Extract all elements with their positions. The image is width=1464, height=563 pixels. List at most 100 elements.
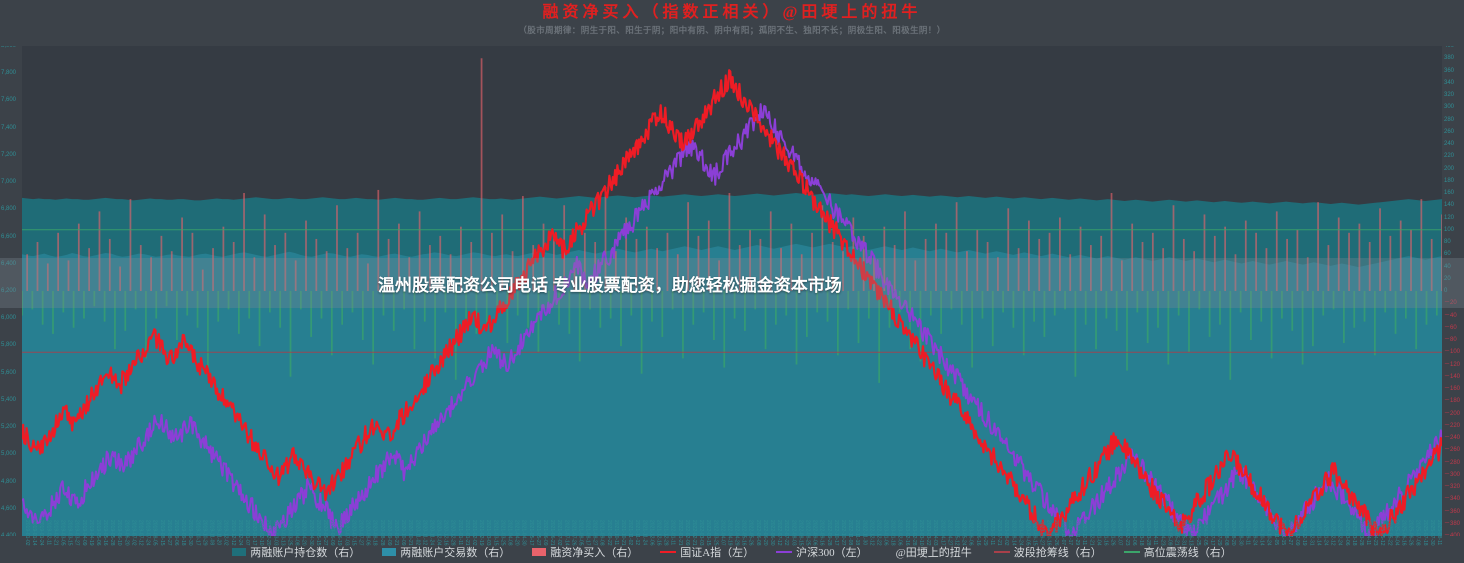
chart-legend: 两融账户持仓数（右） 两融账户交易数（右） 融资净买入（右） 国证A指（左） 沪深300… [0,541,1464,563]
x-axis-tick: 2023-06-06 [967,520,974,546]
x-axis-tick: 2022-04-19 [726,520,733,546]
x-axis-tick: 2021-11-02 [627,520,634,546]
legend-high-range-line[interactable]: 高位震荡线（右） [1123,544,1232,560]
legend-swatch-none [890,548,892,556]
x-axis-tick: 2022-11-08 [847,520,854,546]
x-axis-tick: 2023-10-16 [1045,520,1052,546]
x-axis-tick: 2020-08-18 [371,520,378,546]
x-axis-tick: 2020-05-15 [314,520,321,546]
x-axis-tick: 2020-08-28 [378,520,385,546]
x-axis-tick: 2019-08-15 [158,520,165,546]
y-axis-left-tick: 6,800 [1,206,17,213]
x-axis-tick: 2025-06-26 [1407,520,1414,546]
x-axis-tick: 2023-09-15 [1031,520,1038,546]
y-axis-right-tick: 320 [1444,92,1455,98]
x-axis-tick: 2022-12-12 [868,520,875,546]
chart-subtitle: （股市周期律：阴生于阳、阳生于阴；阳中有阴、阴中有阳；孤阴不生、独阳不长；阴极生… [518,25,946,35]
x-axis-tick: 2022-08-25 [804,520,811,546]
x-axis-tick: 2023-04-27 [946,520,953,546]
y-axis-left-tick: 4,600 [1,505,17,512]
x-axis-tick: 2023-11-07 [1059,520,1066,546]
x-axis-tick: 2023-01-18 [889,520,896,546]
x-axis-tick: 2019-12-02 [222,520,229,546]
x-axis-tick: 2021-10-11 [612,520,619,546]
x-axis-tick: 2024-06-25 [1194,520,1201,546]
x-axis-tick: 2024-10-14 [1258,520,1265,546]
y-axis-right-tick: 380 [1444,55,1455,62]
legend-swatch-line [993,551,1010,553]
x-axis-tick: 2023-02-28 [910,520,917,546]
y-axis-right-tick: －220 [1444,422,1461,429]
legend-label: 波段抢筹线（右） [1013,547,1102,559]
y-axis-left-tick: 7,800 [1,70,17,77]
y-axis-right-tick: －120 [1444,361,1461,368]
x-axis-tick: 2024-02-23 [1123,520,1130,546]
y-axis-left-tick: 4,400 [1,533,17,536]
x-axis-tick: 2022-04-07 [719,520,726,546]
x-axis-tick: 2020-02-20 [265,520,272,546]
y-axis-left-tick: 7,000 [1,179,17,186]
x-axis-tick: 2019-09-30 [187,520,194,546]
y-axis-left-tick: 5,200 [1,424,17,431]
x-axis-tick: 2020-12-04 [435,520,442,546]
legend-net-buy[interactable]: 融资净买入（右） [532,544,638,560]
x-axis-tick: 2019-03-15 [66,520,73,546]
legend-gz-a-index[interactable]: 国证A指（左） [660,544,754,560]
plot-area [22,46,1442,536]
x-axis-tick: 2021-04-08 [506,520,513,546]
x-axis-tick: 2025-04-23 [1372,520,1379,546]
x-axis-tick: 2020-07-27 [357,520,364,546]
x-axis-tick: 2023-12-11 [1081,520,1088,546]
y-axis-right-tick: 220 [1444,153,1455,160]
x-axis-tick: 2019-01-14 [31,520,38,546]
x-axis-tick: 2020-09-21 [393,520,399,546]
x-axis-tick: 2022-09-16 [818,520,825,546]
y-axis-right-tick: －320 [1444,484,1461,490]
x-axis-tick: 2021-05-17 [527,520,534,546]
x-axis-tick: 2023-09-27 [1038,520,1045,546]
x-axis-tick: 2023-12-21 [1088,520,1095,546]
x-axis-tick: 2019-06-20 [123,520,130,546]
x-axis-tick: 2020-08-06 [364,520,371,546]
legend-holdings[interactable]: 两融账户持仓数（右） [232,544,360,560]
y-axis-right-tick: －360 [1444,508,1461,515]
x-axis-tick: 2019-10-17 [194,520,201,546]
y-axis-right-tick: －20 [1444,300,1457,307]
x-axis-tick: 2023-05-12 [953,520,960,546]
x-axis-tick: 2023-02-06 [896,520,903,546]
x-axis-tick: 2019-02-11 [45,520,52,546]
x-axis-tick: 2019-01-24 [38,520,45,546]
x-axis-tick: 2023-08-14 [1010,520,1017,546]
x-axis-tick: 2020-04-30 [307,520,314,546]
x-axis-tick: 2025-03-18 [1350,520,1357,546]
legend-swatch-line [776,551,793,553]
x-axis-tick: 2022-02-21 [691,520,697,546]
x-axis-tick: 2020-03-25 [286,520,293,546]
x-axis-tick: 2024-01-26 [1109,520,1116,546]
y-axis-right-tick: 360 [1444,67,1455,74]
x-axis-tick: 2020-01-17 [251,520,258,546]
x-axis-tick: 2024-01-04 [1095,520,1102,546]
legend-author[interactable]: @田埂上的扭牛 [890,544,972,560]
x-axis-tick: 2021-06-21 [549,520,556,546]
legend-csi300[interactable]: 沪深300（左） [776,544,868,560]
x-axis-tick: 2019-05-06 [95,520,101,546]
x-axis-tick: 2024-03-18 [1138,520,1144,546]
y-axis-right-tick: 20 [1444,275,1451,282]
legend-swatch-box [232,548,247,556]
x-axis-tick: 2021-10-21 [620,520,626,546]
x-axis-tick: 2024-04-11 [1152,520,1159,546]
x-axis-tick: 2023-06-16 [974,520,981,546]
x-axis-tick: 2025-05-22 [1386,520,1393,546]
x-axis-tick: 2020-04-08 [293,520,300,546]
legend-trades[interactable]: 两融账户交易数（右） [382,544,510,560]
x-axis-tick: 2021-07-14 [563,520,570,546]
x-axis-tick: 2019-06-10 [116,520,123,546]
x-axis-tick: 2023-04-03 [932,520,939,546]
x-axis-tick: 2025-08-11 [1436,520,1442,546]
legend-swing-line[interactable]: 波段抢筹线（右） [993,544,1102,560]
y-axis-right-tick: 260 [1444,128,1455,135]
x-axis-tick: 2022-02-09 [683,520,690,546]
x-axis-tick: 2022-11-18 [854,520,861,546]
x-axis-tick: 2020-11-02 [414,520,421,546]
